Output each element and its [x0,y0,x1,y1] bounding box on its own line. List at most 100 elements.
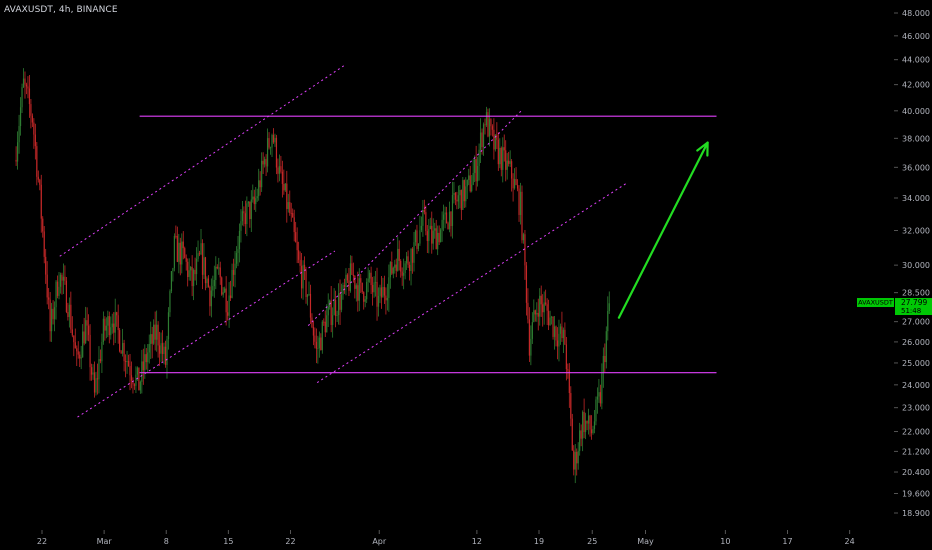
candle-body [58,286,60,296]
time-tick-label: 25 [587,537,597,546]
candle-body [388,277,390,298]
candle-body [451,194,454,227]
candle-body [139,381,141,391]
candle-body [398,248,400,261]
candle-body [576,452,578,464]
time-tick-label: 22 [285,537,295,546]
candle-body [284,183,286,191]
candle-body [496,134,498,140]
candle-body [462,180,464,210]
candle-body [138,367,140,391]
candle-body [571,418,573,451]
candle-body [474,159,476,173]
channel-2-lower [316,182,629,384]
candle-body [354,275,356,289]
candle-body [437,232,439,250]
candle-body [261,160,263,188]
candle-body [232,269,235,275]
candle-body [298,250,300,260]
candle-body [102,318,104,342]
candle-body [369,272,371,279]
candle-body [253,196,255,205]
price-tick-label: 21.200 [902,447,930,456]
candle-body [377,295,380,307]
candle-body [332,315,334,325]
last-price-badge [895,298,932,316]
price-tick-label: 34.000 [902,194,930,203]
candle-body [206,278,208,284]
candle-body [259,180,261,188]
candle-body [222,292,224,295]
candle-body [320,337,322,351]
candle-body [419,230,421,244]
candle-body [472,172,474,185]
candle-body [506,160,508,170]
candle-body [337,293,340,316]
candle-body [469,175,471,192]
candle-body [243,211,245,214]
candle-body [408,264,411,272]
candle-body [169,291,171,313]
candle-body [258,180,260,197]
candle-body [15,159,17,162]
candle-body [61,274,63,281]
candle-body [67,312,69,318]
candle-body [457,195,459,202]
candle-body [525,265,528,303]
candle-body [306,294,309,297]
candle-body [255,198,257,205]
candle-body [426,231,428,241]
candle-body [327,306,329,316]
candle-body [123,342,125,362]
candle-body [252,196,254,200]
candle-body [218,267,220,269]
candle-body [582,412,584,439]
candle-body [90,367,93,375]
candle-body [215,266,217,280]
candle-body [553,326,556,337]
candle-body [326,315,328,333]
candle-body [447,223,449,230]
candle-body [224,288,226,293]
candle-body [438,232,440,243]
candle-body [367,278,369,282]
time-tick-label: 15 [223,537,233,546]
candle-body [101,341,103,362]
candle-body [505,150,507,170]
candle-body [19,107,22,127]
candle-body [209,286,211,307]
candle-body [411,248,414,263]
candle-body [323,321,325,323]
candle-body [561,326,563,339]
candle-body [549,317,551,326]
candle-body [508,160,510,164]
price-tick-label: 22.000 [902,428,930,437]
candle-body [195,258,198,275]
candle-body [166,339,168,365]
candle-body [95,378,97,393]
candle-body [198,253,201,255]
candle-body [22,78,25,88]
candle-body [178,242,180,262]
candle-body [574,452,576,470]
candle-body [281,171,283,184]
candle-body [110,327,112,336]
candle-body [262,160,264,165]
candle-body [315,341,317,349]
channel-1-upper [59,65,345,257]
candle-body [552,316,554,337]
candle-body [564,329,566,345]
candle-body [534,310,536,315]
candle-body [423,210,425,213]
candle-body [80,357,82,359]
price-tick-label: 32.000 [902,227,930,236]
candle-body [246,203,248,225]
candle-body [124,361,127,363]
candle-body [156,324,158,340]
candle-body [545,302,547,305]
candle-body [459,190,461,196]
candle-body [164,346,167,365]
candle-body [539,295,541,317]
